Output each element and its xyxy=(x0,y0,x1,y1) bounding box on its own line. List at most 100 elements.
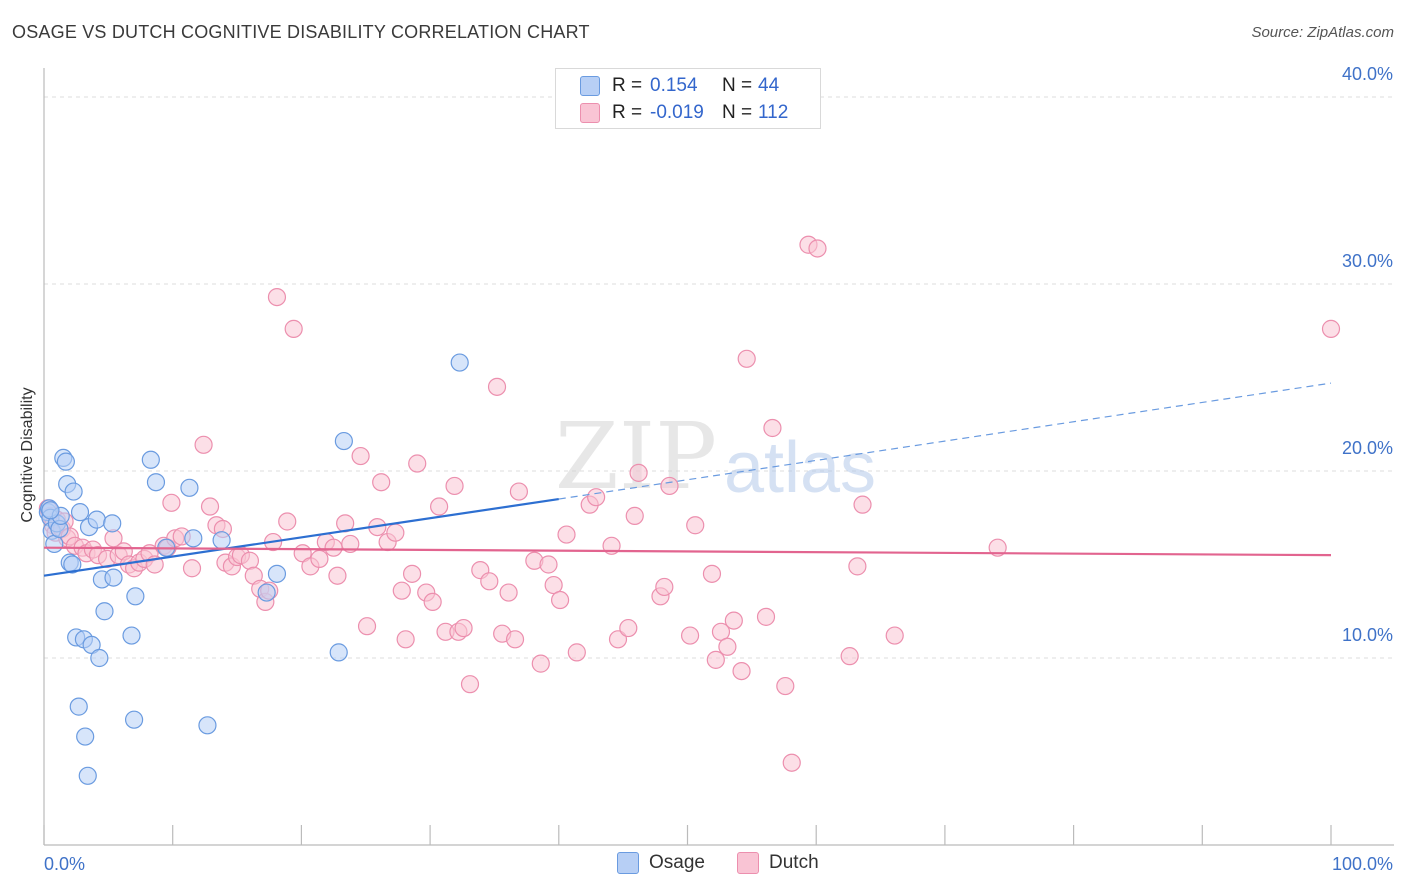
dutch-point xyxy=(782,753,801,772)
series-legend-dutch: Dutch xyxy=(737,852,819,874)
y-tick-label: 30.0% xyxy=(1342,251,1393,271)
dutch-point xyxy=(680,626,700,645)
watermark-atlas: atlas xyxy=(724,428,876,508)
legend-n-value: 112 xyxy=(758,102,789,123)
dutch-point xyxy=(386,523,405,542)
series-label-dutch: Dutch xyxy=(769,852,819,873)
data-points xyxy=(38,235,1341,785)
dutch-point xyxy=(550,590,570,610)
dutch-point xyxy=(531,654,550,673)
dutch-point xyxy=(988,538,1007,557)
dutch-point xyxy=(840,647,859,666)
osage-point xyxy=(103,514,122,533)
dutch-point xyxy=(430,497,449,516)
dutch-point xyxy=(402,564,422,583)
dutch-point xyxy=(480,572,499,591)
osage-point xyxy=(212,531,231,550)
legend-row-osage: R = 0.154 N = 44 xyxy=(580,74,779,98)
dutch-point xyxy=(702,564,722,583)
dutch-point xyxy=(737,349,756,368)
chart-title: OSAGE VS DUTCH COGNITIVE DISABILITY CORR… xyxy=(12,22,590,42)
dutch-point xyxy=(357,617,377,636)
dutch-point xyxy=(686,516,705,535)
series-legend-osage: Osage xyxy=(617,852,705,874)
y-axis-label: Cognitive Disability xyxy=(19,387,36,523)
dutch-point xyxy=(454,618,473,638)
dutch-point xyxy=(1321,319,1341,338)
dutch-point xyxy=(587,488,606,507)
dutch-point xyxy=(324,538,343,557)
osage-point xyxy=(104,568,123,587)
dutch-point xyxy=(853,495,872,514)
osage-point xyxy=(124,710,144,729)
dutch-point xyxy=(763,418,782,438)
chart-source: Source: ZipAtlas.com xyxy=(1251,24,1394,41)
tick-labels: 10.0% 20.0% 30.0% 40.0% 0.0% 100.0% xyxy=(44,64,1393,874)
dutch-point xyxy=(629,463,648,482)
dutch-point xyxy=(423,592,442,612)
dutch-point xyxy=(808,239,827,258)
osage-point xyxy=(329,643,348,662)
osage-point xyxy=(64,482,83,501)
dutch-point xyxy=(284,319,303,338)
osage-point xyxy=(63,555,82,574)
correlation-legend: R = 0.154 N = 44 R = -0.019 N = 112 xyxy=(555,68,821,129)
legend-n-label: N = xyxy=(722,102,753,123)
legend-r-value: 0.154 xyxy=(650,75,698,96)
dutch-point xyxy=(445,476,464,496)
legend-n-label: N = xyxy=(722,75,753,96)
osage-point xyxy=(95,602,114,621)
legend-r-label: R = xyxy=(612,75,643,96)
osage-point xyxy=(257,583,276,602)
series-label-osage: Osage xyxy=(649,852,705,873)
osage-point xyxy=(450,353,469,372)
dutch-point xyxy=(267,287,287,307)
dutch-point xyxy=(608,630,628,649)
dutch-point xyxy=(194,435,213,454)
x-tick-label: 100.0% xyxy=(1332,854,1393,874)
x-tick-label: 0.0% xyxy=(44,854,85,874)
osage-point xyxy=(56,452,75,471)
osage-point xyxy=(87,510,106,529)
y-tick-label: 20.0% xyxy=(1342,438,1393,458)
osage-point xyxy=(198,716,217,735)
dutch-point xyxy=(619,618,638,638)
osage-point xyxy=(146,473,166,492)
osage-point xyxy=(267,564,287,583)
osage-point xyxy=(141,450,160,469)
axes xyxy=(43,68,1394,846)
y-tick-label: 40.0% xyxy=(1342,64,1393,84)
dutch-point xyxy=(509,482,529,501)
dutch-point xyxy=(756,607,776,626)
legend-swatch-osage xyxy=(580,76,600,96)
dutch-point xyxy=(310,549,329,568)
series-legend: Osage Dutch xyxy=(0,852,1406,878)
osage-trend-line xyxy=(43,497,559,577)
legend-swatch-dutch xyxy=(580,103,600,123)
dutch-point xyxy=(776,676,795,696)
dutch-point xyxy=(544,575,563,595)
dutch-point xyxy=(278,512,297,531)
dutch-point xyxy=(200,497,220,516)
series-swatch-osage xyxy=(617,852,639,874)
osage-point xyxy=(78,766,97,785)
osage-point xyxy=(90,648,109,668)
dutch-point xyxy=(567,643,586,662)
osage-point xyxy=(126,587,145,606)
dutch-point xyxy=(706,650,725,669)
dutch-point xyxy=(718,637,737,656)
dutch-point xyxy=(711,622,731,641)
legend-row-dutch: R = -0.019 N = 112 xyxy=(580,101,788,125)
dutch-point xyxy=(162,493,181,512)
dutch-point xyxy=(505,630,525,649)
dutch-point xyxy=(539,555,558,574)
dutch-point xyxy=(655,577,674,597)
legend-r-value: -0.019 xyxy=(650,102,704,123)
osage-point xyxy=(70,503,90,522)
dutch-point xyxy=(396,630,415,649)
watermark: ZIP atlas xyxy=(555,403,876,510)
osage-point xyxy=(122,626,141,645)
osage-point xyxy=(334,431,353,451)
osage-trend-extension xyxy=(558,382,1332,500)
dutch-point xyxy=(372,473,391,492)
